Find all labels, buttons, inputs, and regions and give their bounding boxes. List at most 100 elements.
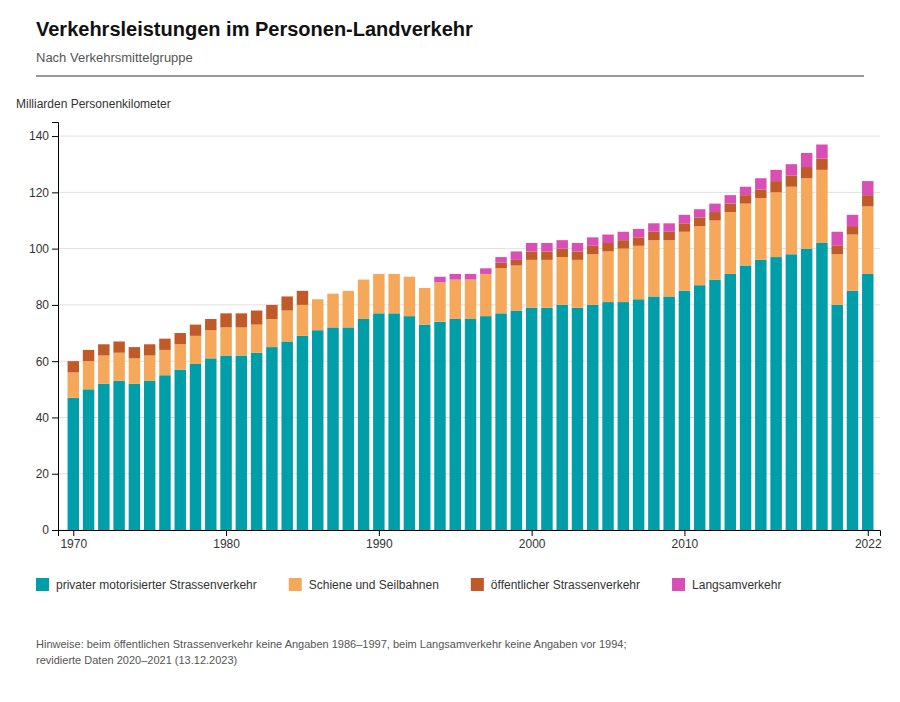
bar [327, 294, 338, 328]
bar [358, 279, 369, 280]
bar [740, 195, 751, 203]
tick-mark [684, 530, 685, 536]
bar [862, 195, 873, 206]
tick-label: 40 [36, 411, 50, 425]
bar [205, 319, 216, 330]
bar [434, 322, 445, 530]
legend-item: Schiene und Seilbahnen [289, 578, 439, 592]
legend: privater motorisierter StrassenverkehrSc… [36, 578, 781, 592]
bar [679, 232, 690, 291]
bar [450, 319, 461, 530]
bar [740, 187, 751, 195]
bar [220, 313, 231, 327]
bar [526, 308, 537, 530]
bar [205, 358, 216, 530]
bar [236, 313, 247, 314]
bar [602, 302, 613, 530]
bar [831, 305, 842, 530]
bar [816, 159, 827, 170]
bar [770, 170, 781, 181]
y-axis: 020406080100120140 [29, 123, 59, 538]
tick-mark [73, 530, 74, 536]
bar [495, 268, 506, 313]
bar [648, 232, 659, 240]
bar [358, 279, 369, 280]
tick: 1990 [366, 530, 393, 551]
bar [725, 195, 736, 203]
bar [709, 220, 720, 279]
bar [786, 175, 797, 186]
bar [419, 288, 430, 289]
bar [556, 240, 567, 248]
bar [831, 254, 842, 305]
tick-mark [52, 361, 58, 362]
bar [404, 316, 415, 530]
bar [129, 358, 140, 383]
tick-label: 140 [29, 129, 49, 143]
bar [113, 341, 124, 352]
bar [68, 361, 79, 362]
bar [587, 305, 598, 530]
bar [327, 293, 338, 294]
bar [770, 181, 781, 192]
bar [98, 356, 109, 384]
bar [358, 280, 369, 319]
bar [816, 145, 827, 159]
bar [801, 167, 812, 178]
bar [633, 299, 644, 530]
bar [801, 249, 812, 530]
tick: 0 [42, 523, 58, 537]
tick-label: 100 [29, 242, 49, 256]
bar [526, 243, 537, 251]
bar [297, 290, 308, 291]
title: Verkehrsleistungen im Personen-Landverke… [36, 18, 473, 40]
bar [175, 333, 186, 334]
bar [251, 310, 262, 311]
bar [373, 313, 384, 530]
bar [343, 290, 354, 291]
bar [373, 273, 384, 274]
tick-label: 80 [36, 298, 50, 312]
bar [281, 296, 292, 310]
bar [633, 237, 644, 245]
legend-label: öffentlicher Strassenverkehr [491, 578, 640, 592]
bar [663, 232, 674, 240]
bar [281, 296, 292, 297]
bar [129, 347, 140, 358]
legend-swatch [36, 578, 49, 591]
legend-swatch [471, 578, 484, 591]
bar [709, 204, 720, 212]
bar [190, 336, 201, 364]
legend-item: öffentlicher Strassenverkehr [471, 578, 640, 592]
bar [709, 280, 720, 530]
tick-mark [52, 192, 58, 193]
tick-label: 2022 [855, 537, 882, 551]
bar [816, 170, 827, 243]
bar [388, 273, 399, 274]
bar [343, 327, 354, 530]
bar [587, 246, 598, 254]
bar [618, 249, 629, 302]
tick: 1980 [213, 530, 240, 551]
bar [419, 288, 430, 289]
bar [175, 344, 186, 369]
tick: 2010 [672, 530, 699, 551]
plot: 1970198019902000201020220204060801001201… [29, 123, 882, 551]
bar [144, 344, 155, 355]
bar [694, 285, 705, 530]
series [68, 170, 874, 398]
bar [297, 336, 308, 530]
bar [236, 327, 247, 355]
bar [236, 313, 247, 327]
bar [495, 263, 506, 269]
bar [495, 257, 506, 263]
bar [556, 305, 567, 530]
bar [251, 353, 262, 530]
tick: 120 [29, 186, 58, 200]
bar [572, 251, 583, 259]
tick-label: 60 [36, 355, 50, 369]
bar [633, 229, 644, 237]
bar [602, 251, 613, 302]
bar [113, 353, 124, 381]
bar [281, 311, 292, 342]
